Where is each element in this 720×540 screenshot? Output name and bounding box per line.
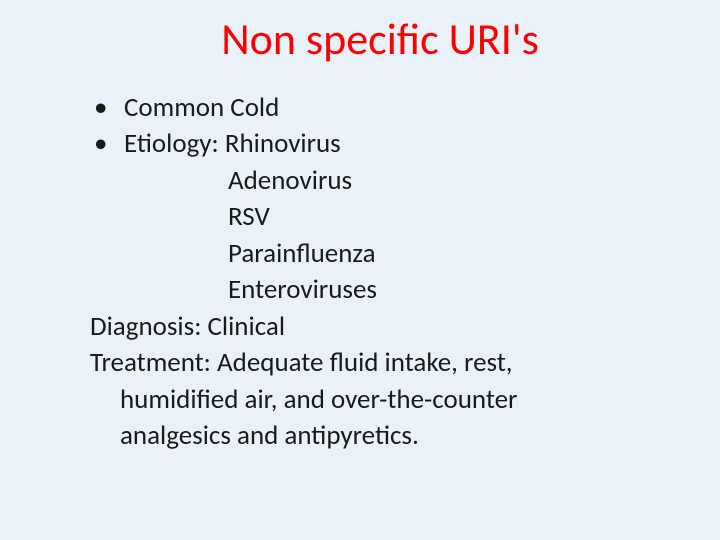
sub-item: Adenovirus bbox=[228, 163, 660, 199]
slide-title: Non specific URI's bbox=[60, 12, 660, 66]
treatment-line: analgesics and antipyretics. bbox=[120, 418, 660, 454]
sub-item: Enteroviruses bbox=[228, 272, 660, 308]
bullet-icon: • bbox=[90, 126, 124, 162]
diagnosis-line: Diagnosis: Clinical bbox=[90, 309, 660, 345]
slide-body: • Common Cold • Etiology: Rhinovirus Ade… bbox=[90, 90, 660, 454]
bullet-text: Common Cold bbox=[124, 90, 660, 126]
bullet-item: • Etiology: Rhinovirus bbox=[90, 126, 660, 162]
bullet-icon: • bbox=[90, 90, 124, 126]
slide-container: Non specific URI's • Common Cold • Etiol… bbox=[0, 0, 720, 540]
bullet-item: • Common Cold bbox=[90, 90, 660, 126]
treatment-line: Treatment: Adequate fluid intake, rest, bbox=[90, 345, 660, 381]
treatment-line: humidified air, and over-the-counter bbox=[120, 382, 660, 418]
bullet-text: Etiology: Rhinovirus bbox=[124, 126, 660, 162]
sub-item: Parainfluenza bbox=[228, 236, 660, 272]
sub-item: RSV bbox=[228, 199, 660, 235]
